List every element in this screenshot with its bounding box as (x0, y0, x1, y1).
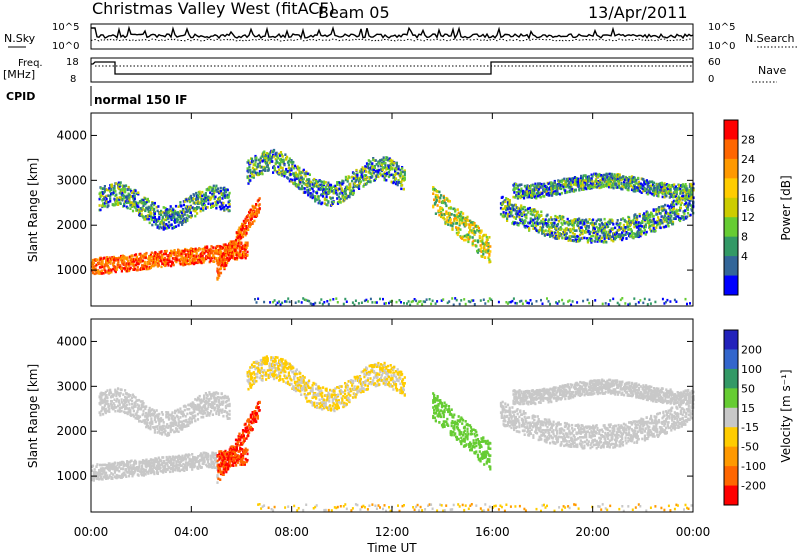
nave-tick-0: 0 (708, 74, 714, 85)
freq-tick-8: 8 (70, 74, 76, 85)
colorbar-tick-label: 24 (741, 153, 755, 166)
freq-label: Freq. (18, 58, 43, 69)
colorbar-segment (724, 158, 738, 179)
nsearch-trace (90, 38, 694, 42)
colorbar-segment (724, 275, 738, 296)
y-tick-label: 3000 (56, 173, 87, 187)
colorbar-tick-label: 20 (741, 172, 755, 185)
cpid-label: CPID (6, 90, 35, 103)
power-cbar-label: Power [dB] (779, 175, 793, 240)
colorbar-tick-label: 4 (741, 250, 748, 263)
date-label: 13/Apr/2011 (588, 3, 688, 22)
colorbar-segment (724, 330, 738, 350)
velocity-colorbar: 200 100 50 15 -15 -50 -100 -200 (723, 329, 766, 506)
colorbar-segment (724, 236, 738, 257)
x-tick-label: 04:00 (174, 525, 209, 539)
power-colorbar: 28 24 20 16 12 8 4 (723, 119, 755, 296)
colorbar-segment (724, 256, 738, 277)
velocity-scatter (91, 355, 695, 513)
y-tick-label: 4000 (56, 128, 87, 142)
colorbar-segment (724, 368, 738, 389)
velocity-y-axis: 1000 2000 3000 4000 (56, 334, 693, 483)
y-tick-label: 4000 (56, 334, 87, 348)
colorbar-tick-label: -100 (741, 460, 766, 473)
x-tick-label: 00:00 (74, 525, 109, 539)
colorbar-tick-label: -15 (741, 421, 759, 434)
colorbar-segment (724, 485, 738, 506)
colorbar-segment (724, 427, 738, 448)
power-y-axis: 1000 2000 3000 4000 (56, 128, 693, 277)
nsearch-label: N.Search (745, 32, 795, 45)
nsky-tick-bottom: 10^0 (52, 41, 79, 52)
nsky-trace (91, 25, 694, 40)
colorbar-tick-label: 8 (741, 231, 748, 244)
x-axis-title: Time UT (366, 541, 417, 554)
beam-label: Beam 05 (318, 3, 390, 22)
nsky-tick-top: 10^5 (52, 22, 79, 33)
y-tick-label: 2000 (56, 424, 87, 438)
colorbar-tick-label: 28 (741, 133, 755, 146)
velocity-ylabel: Slant Range [km] (26, 364, 40, 468)
colorbar-tick-label: 16 (741, 192, 755, 205)
nsky-panel: N.Sky 10^5 10^0 10^5 10^0 N.Search (4, 22, 797, 52)
colorbar-segment (724, 217, 738, 238)
x-tick-label: 08:00 (274, 525, 309, 539)
x-tick-label: 20:00 (575, 525, 610, 539)
colorbar-segment (724, 120, 738, 140)
nsearch-tick-top: 10^5 (708, 22, 735, 33)
x-tick-label: 12:00 (375, 525, 410, 539)
y-tick-label: 3000 (56, 379, 87, 393)
power-panel: 1000 2000 3000 4000 Slant Range [km] 28 24 20… (26, 112, 793, 307)
velocity-panel: 1000 2000 3000 4000 Slant Range [km] 200 100… (26, 318, 793, 513)
colorbar-segment (724, 139, 738, 160)
x-tick-label: 16:00 (475, 525, 510, 539)
y-tick-label: 1000 (56, 263, 87, 277)
x-tick-label: 00:00 (676, 525, 711, 539)
freq-tick-18: 18 (66, 57, 79, 68)
colorbar-tick-label: 100 (741, 363, 762, 376)
colorbar-tick-label: 200 (741, 343, 762, 356)
nsky-label: N.Sky (4, 32, 36, 45)
time-axis: 00:00 04:00 08:00 12:00 16:00 20:00 00:00 (74, 113, 711, 539)
colorbar-tick-label: -200 (741, 480, 766, 493)
nave-tick-60: 60 (708, 57, 721, 68)
colorbar-tick-label: 15 (741, 402, 755, 415)
colorbar-segment (724, 466, 738, 487)
freq-panel: Freq. [MHz] 18 8 60 0 Nave (3, 57, 786, 85)
nave-label: Nave (758, 64, 786, 77)
colorbar-segment (724, 446, 738, 467)
freq-unit: [MHz] (3, 68, 35, 81)
nsearch-tick-bottom: 10^0 (708, 41, 735, 52)
power-scatter (91, 148, 695, 307)
colorbar-segment (724, 388, 738, 409)
colorbar-segment (724, 407, 738, 428)
figure-title: Christmas Valley West (fitACF) (92, 0, 335, 18)
colorbar-tick-label: 12 (741, 211, 755, 224)
colorbar-segment (724, 197, 738, 218)
colorbar-tick-label: 50 (741, 382, 755, 395)
power-ylabel: Slant Range [km] (26, 158, 40, 262)
cpid-value: normal 150 IF (94, 93, 188, 107)
colorbar-segment (724, 349, 738, 370)
colorbar-segment (724, 178, 738, 199)
y-tick-label: 1000 (56, 469, 87, 483)
colorbar-tick-label: -50 (741, 441, 759, 454)
freq-trace (91, 61, 693, 75)
y-tick-label: 2000 (56, 218, 87, 232)
velocity-cbar-label: Velocity [m s⁻¹] (779, 369, 793, 462)
